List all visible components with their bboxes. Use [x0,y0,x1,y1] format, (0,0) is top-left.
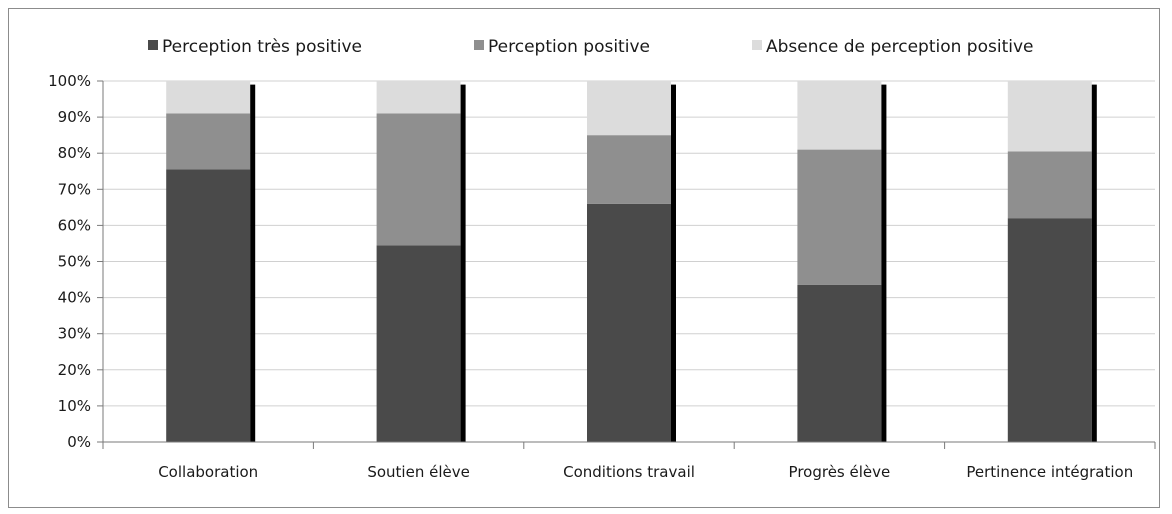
legend-swatch [474,40,484,50]
legend-swatch [752,40,762,50]
legend-label: Perception très positive [162,37,362,57]
x-category-label: Conditions travail [563,463,695,481]
bar-marker-line [671,84,676,443]
legend-label: Perception positive [488,37,650,57]
bar-segment [166,169,251,442]
bar-segment [166,81,251,114]
legend-label: Absence de perception positive [766,37,1033,57]
x-category-label: Progrès élève [789,463,891,481]
bars [166,81,1097,443]
x-category-label: Pertinence intégration [966,463,1133,481]
bar-segment [797,149,882,285]
bar-segment [376,81,461,114]
bar-segment [1007,151,1092,219]
bar-marker-line [1091,84,1097,443]
bar-segment [376,113,461,246]
y-tick-label: 60% [58,216,91,234]
y-tick-label: 30% [58,325,91,343]
y-tick-label: 70% [58,180,91,198]
y-tick-label: 90% [58,108,91,126]
x-axis-categories: Collaboration Soutien élève Conditions tra… [158,463,1133,481]
y-tick-label: 80% [58,144,91,162]
x-category-label: Collaboration [158,463,258,481]
bar-segment [1007,81,1092,152]
bar-marker-line [881,84,887,443]
y-tick-label: 100% [48,72,91,90]
bar-segment [376,245,461,442]
bar-segment [587,135,671,204]
bar-segment [587,203,671,442]
axes [102,81,1156,449]
bar-segment [1007,218,1092,442]
y-tick-label: 50% [58,253,91,271]
y-tick-label: 0% [67,433,91,451]
legend-swatch [148,40,158,50]
x-category-label: Soutien élève [367,463,470,481]
bar-segment [166,113,251,170]
bar-marker-line [250,84,256,443]
legend: Perception très positive Perception posit… [148,37,1033,57]
y-tick-label: 10% [58,397,91,415]
y-tick-label: 40% [58,289,91,307]
y-axis-ticks: 0% 10% 20% 30% 40% 50% 60% 70% 80% 90% 100% [48,72,103,451]
bar-marker-line [460,84,466,443]
y-tick-label: 20% [58,361,91,379]
bar-segment [797,81,882,150]
bar-segment [797,284,882,442]
bar-segment [587,81,671,136]
